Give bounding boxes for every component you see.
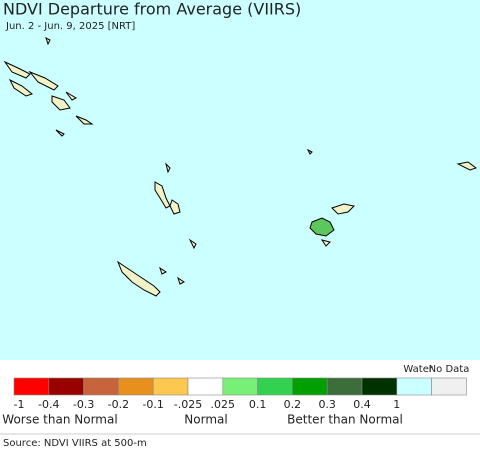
legend-swatch <box>83 377 119 396</box>
island <box>177 276 185 285</box>
ocean <box>0 0 480 360</box>
title: NDVI Departure from Average (VIIRS) <box>3 0 301 19</box>
legend-swatch <box>13 377 50 396</box>
land-masses <box>3 37 478 297</box>
legend-tick-label: -0.3 <box>73 398 94 411</box>
legend-swatch <box>257 377 293 396</box>
legend-tick-label: -.025 <box>174 398 202 411</box>
island <box>456 161 478 171</box>
legend-swatch <box>292 377 328 396</box>
legend-swatch <box>152 377 189 396</box>
legend-tick-label: -0.4 <box>38 398 59 411</box>
legend-swatch <box>396 377 432 396</box>
legend-tick-label: -0.2 <box>108 398 129 411</box>
island <box>154 181 171 209</box>
island <box>320 239 331 247</box>
legend-tick-label: 0.2 <box>284 398 302 411</box>
island <box>65 91 78 101</box>
island <box>159 266 167 275</box>
legend-extra-label: Water <box>403 364 433 375</box>
island <box>55 129 65 137</box>
legend-swatch <box>431 377 467 396</box>
island <box>51 95 71 111</box>
legend-swatch <box>118 377 154 396</box>
legend-swatch <box>326 377 363 396</box>
island <box>116 260 161 297</box>
island <box>75 115 94 125</box>
island <box>331 203 356 215</box>
island <box>306 148 313 155</box>
legend-category: Worse than Normal <box>2 413 117 427</box>
island <box>165 162 171 174</box>
legend-tick-label: 0.4 <box>353 398 371 411</box>
legend-tick-label: 0.3 <box>318 398 336 411</box>
island <box>188 238 197 250</box>
island <box>3 60 31 79</box>
legend-tick-label: -0.1 <box>142 398 163 411</box>
legend-category: Normal <box>184 413 227 427</box>
legend-category: Better than Normal <box>287 413 403 427</box>
subtitle: Jun. 2 - Jun. 9, 2025 [NRT] <box>5 21 135 32</box>
legend-swatch <box>48 377 84 396</box>
source: Source: NDVI VIIRS at 500-m <box>3 438 147 449</box>
legend-tick-label: 0.1 <box>249 398 267 411</box>
legend-tick-label: 1 <box>393 398 400 411</box>
legend-swatch <box>222 377 258 396</box>
legend-extra-label: No Data <box>429 364 470 375</box>
island <box>45 37 51 46</box>
legend-swatch <box>361 377 398 396</box>
legend-tick-label: .025 <box>211 398 236 411</box>
island <box>309 217 335 237</box>
island <box>28 70 59 91</box>
island <box>8 78 34 97</box>
island <box>169 199 181 215</box>
legend-swatch <box>187 377 224 396</box>
legend-tick-label: -1 <box>14 398 25 411</box>
